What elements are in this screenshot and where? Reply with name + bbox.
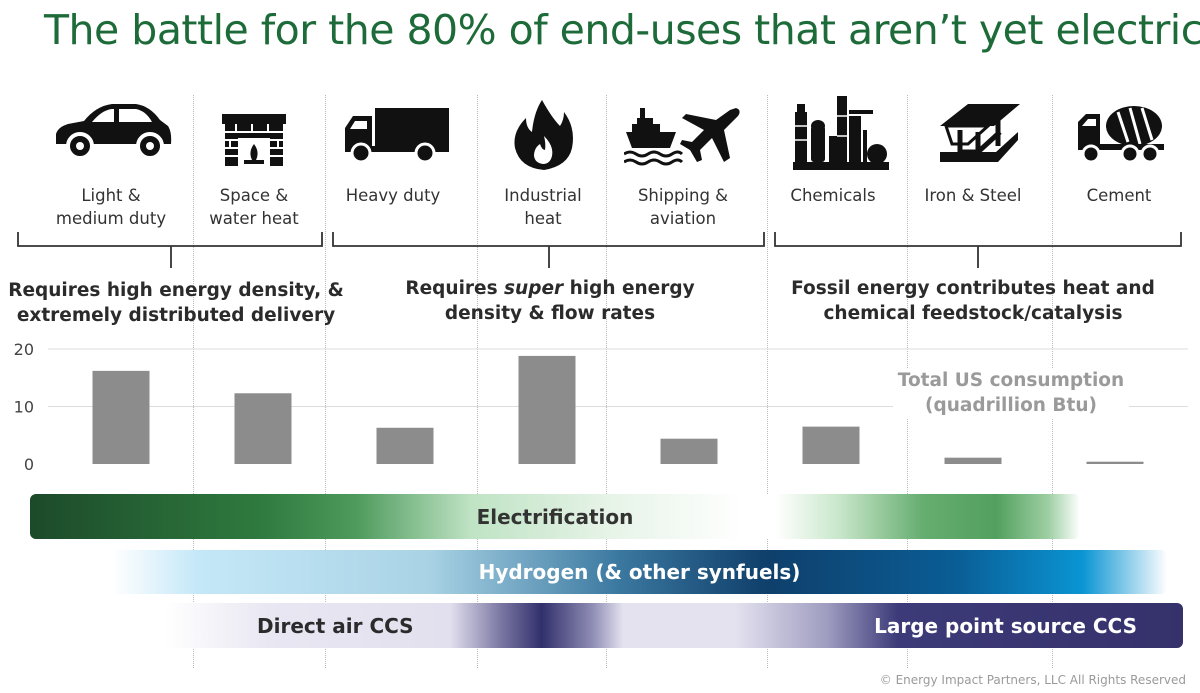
divider <box>606 95 607 668</box>
divider <box>325 95 326 668</box>
group-description: Requires high energy density, & extremely… <box>8 280 344 326</box>
bar <box>376 427 434 464</box>
chemical-plant-icon <box>793 96 889 170</box>
category-label: Space & water heat <box>209 186 299 228</box>
bar <box>1086 461 1144 464</box>
category-label: Industrial heat <box>504 186 582 228</box>
category-label: Cement <box>1086 186 1152 205</box>
chart-unit-note: Total US consumption (quadrillion Btu) <box>893 368 1129 418</box>
bar <box>234 393 292 464</box>
divider <box>477 95 478 668</box>
bar <box>518 355 576 464</box>
y-tick-label: 20 <box>14 340 34 359</box>
bar <box>660 438 718 464</box>
hydrogen-label: Hydrogen (& other synfuels) <box>478 560 801 584</box>
divider <box>767 95 768 668</box>
electrification-label: Electrification <box>476 504 634 529</box>
bar <box>802 426 860 464</box>
direct-air-ccs-label: Direct air CCS <box>257 613 414 638</box>
hydrogen-band: Hydrogen (& other synfuels) <box>112 550 1167 594</box>
y-tick-label: 10 <box>14 398 34 417</box>
bar <box>944 457 1002 464</box>
bracket-group-2 <box>332 232 765 268</box>
bracket-group-3 <box>774 232 1182 268</box>
electrification-band: Electrification <box>30 494 1080 539</box>
group-description: Fossil energy contributes heat and chemic… <box>791 278 1155 324</box>
steel-beam-icon <box>940 104 1020 162</box>
bar <box>92 370 150 464</box>
car-icon <box>56 104 172 160</box>
category-label: Light & medium duty <box>55 186 167 228</box>
group-description: Requires super high energy density & flo… <box>405 278 695 324</box>
category-label: Iron & Steel <box>924 186 1022 205</box>
category-label: Heavy duty <box>345 186 441 205</box>
y-tick-label: 0 <box>24 455 34 474</box>
bracket-group-1 <box>17 232 323 268</box>
point-source-ccs-label: Large point source CCS <box>874 613 1137 638</box>
category-label: Shipping & aviation <box>637 186 729 228</box>
ccs-band: Direct air CCS Large point source CCS <box>165 603 1183 648</box>
fireplace-icon <box>222 114 286 166</box>
category-label: Chemicals <box>790 186 876 205</box>
copyright-notice: © Energy Impact Partners, LLC All Rights… <box>879 673 1186 687</box>
truck-icon <box>345 108 449 164</box>
cement-mixer-icon <box>1078 106 1164 164</box>
flame-icon <box>514 100 573 170</box>
divider <box>193 95 194 668</box>
page-title: The battle for the 80% of end-uses that … <box>44 6 1200 54</box>
ship-plane-icon <box>624 108 740 166</box>
